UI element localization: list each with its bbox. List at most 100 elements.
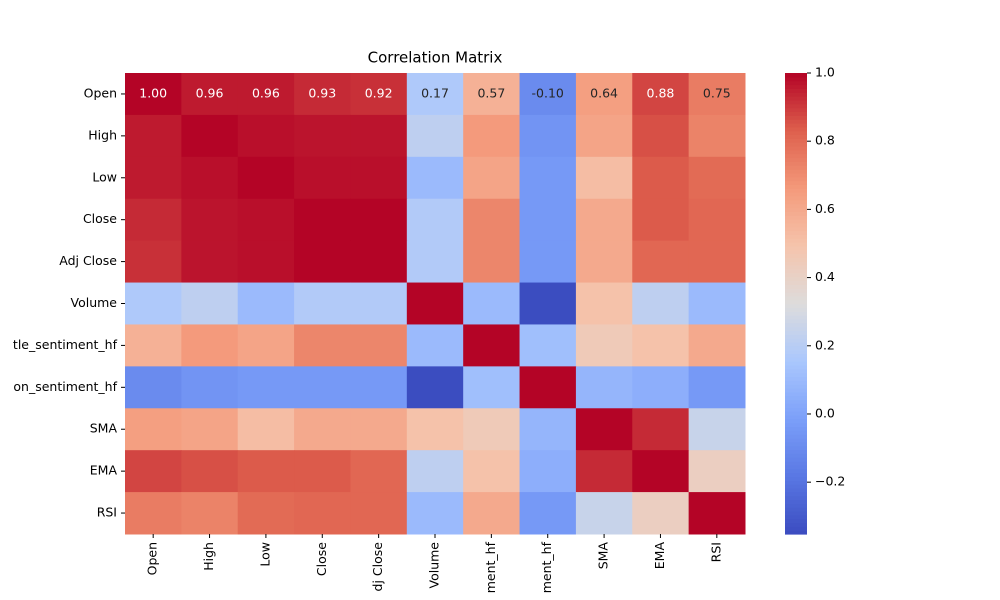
cell-label: 0.92: [365, 85, 393, 100]
heatmap-cell: [406, 114, 464, 158]
heatmap-cell: [575, 156, 633, 200]
colorbar-segment: [785, 418, 807, 424]
heatmap-cell: [519, 282, 577, 325]
cell-label: 0.17: [421, 85, 449, 100]
chart-title: Correlation Matrix: [368, 49, 503, 67]
colorbar-segment: [785, 242, 807, 247]
heatmap-cell: [181, 408, 239, 451]
heatmap-cell: [632, 366, 690, 409]
heatmap-cell: [237, 282, 295, 325]
colorbar-segment: [785, 353, 807, 358]
heatmap-cell: [575, 450, 633, 493]
heatmap-cell: [125, 73, 182, 116]
colorbar-segment: [785, 84, 807, 89]
heatmap-cell: [181, 366, 239, 409]
heatmap-cell: [125, 450, 182, 493]
cell-label: 0.75: [703, 85, 731, 100]
colorbar-segment: [785, 126, 807, 132]
y-tick-label: Volume: [71, 295, 118, 310]
heatmap-cell: [575, 282, 633, 325]
heatmap-cell: [519, 492, 577, 535]
heatmap-cell: [575, 492, 633, 535]
colorbar-segment: [785, 330, 807, 335]
colorbar-segment: [785, 514, 807, 520]
colorbar-segment: [785, 234, 807, 239]
heatmap-cell: [519, 240, 577, 284]
heatmap-cell: [688, 240, 746, 284]
cell-label: 0.96: [252, 85, 280, 100]
x-tick-label: High: [201, 542, 216, 571]
colorbar-segment: [785, 265, 807, 270]
colorbar-segment: [785, 334, 807, 339]
heatmap-cell: [237, 450, 295, 493]
colorbar-segment: [785, 188, 807, 193]
heatmap-cell: [237, 198, 295, 242]
heatmap-cell: [350, 156, 408, 200]
x-tick-label: Open: [145, 542, 160, 575]
colorbar-segment: [785, 149, 807, 155]
colorbar-segment: [785, 445, 807, 451]
heatmap-cell: [575, 73, 633, 116]
x-tick-label: ment_hf: [539, 541, 554, 593]
colorbar-tick-label: 0.0: [815, 405, 835, 420]
label-clip: Open High Low Close Adj Close Volume tle_senti…: [13, 85, 118, 519]
heatmap-cell: [519, 324, 577, 367]
colorbar-segment: [785, 449, 807, 454]
heatmap-cell: [237, 408, 295, 451]
heatmap-cell: [519, 450, 577, 493]
colorbar-tick-label: 0.4: [815, 269, 835, 284]
colorbar-segment: [785, 384, 807, 389]
colorbar-segment: [785, 349, 807, 355]
heatmap-cell: [181, 114, 239, 158]
colorbar-segment: [785, 276, 807, 282]
heatmap-cell: [463, 73, 521, 116]
x-tick-label: dj Close: [370, 542, 385, 592]
heatmap-cell: [406, 282, 464, 325]
x-tick-label: SMA: [596, 542, 611, 570]
cell-label: -0.10: [532, 85, 564, 100]
colorbar-segment: [785, 73, 807, 78]
colorbar-segment: [785, 299, 807, 305]
heatmap-cell: [463, 366, 521, 409]
heatmap-cell: [463, 324, 521, 367]
heatmap-cell: [294, 366, 351, 409]
colorbar-segment: [785, 280, 807, 285]
heatmap-cell: [294, 156, 351, 200]
heatmap-cell: [294, 492, 351, 535]
colorbar-segment: [785, 380, 807, 385]
y-tick-label: tle_sentiment_hf: [13, 337, 118, 352]
cell-label: 0.93: [308, 85, 336, 100]
heatmap-cell: [350, 114, 408, 158]
heatmap-cell: [575, 240, 633, 284]
colorbar-segment: [785, 288, 807, 293]
heatmap-cell: [632, 114, 690, 158]
heatmap-cell: [632, 324, 690, 367]
heatmap-cell: [575, 408, 633, 451]
colorbar-segment: [785, 261, 807, 266]
cell-label: 0.88: [647, 85, 675, 100]
colorbar-segment: [785, 145, 807, 151]
colorbar-segment: [785, 357, 807, 362]
heatmap-cell: [575, 114, 633, 158]
y-tick-label: EMA: [90, 463, 118, 478]
colorbar-segment: [785, 92, 807, 97]
heatmap-cell: [181, 492, 239, 535]
cell-label: 0.57: [477, 85, 505, 100]
heatmap-cell: [632, 408, 690, 451]
heatmap-cell: [406, 492, 464, 535]
colorbar-segment: [785, 307, 807, 312]
heatmap-cell: [463, 282, 521, 325]
colorbar-segment: [785, 226, 807, 232]
colorbar-segment: [785, 364, 807, 370]
cell-label: 0.96: [196, 85, 224, 100]
heatmap-cell: [350, 73, 408, 116]
heatmap-cell: [181, 450, 239, 493]
colorbar-tick-label: 0.2: [815, 337, 835, 352]
y-tick-label: SMA: [90, 421, 118, 436]
colorbar-segment: [785, 257, 807, 262]
heatmap-cell: [181, 324, 239, 367]
colorbar-segment: [785, 484, 807, 489]
colorbar-segment: [785, 322, 807, 328]
heatmap-cell: [237, 492, 295, 535]
